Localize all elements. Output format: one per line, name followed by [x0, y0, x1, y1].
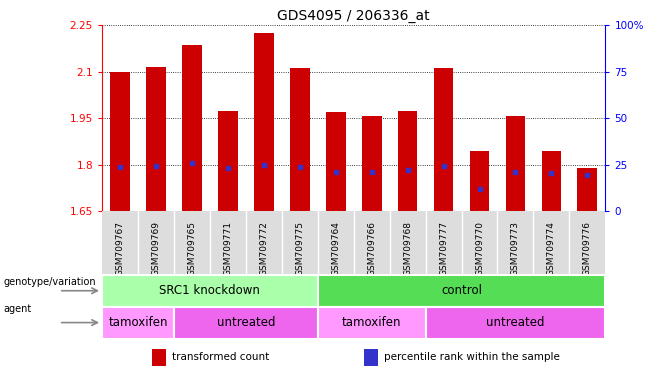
Text: GSM709773: GSM709773: [511, 221, 520, 276]
Bar: [102, 275, 318, 307]
Text: agent: agent: [3, 304, 32, 314]
Text: GSM709777: GSM709777: [439, 221, 448, 276]
Text: percentile rank within the sample: percentile rank within the sample: [384, 352, 560, 362]
Bar: [146, 67, 166, 211]
Text: GSM709766: GSM709766: [367, 221, 376, 276]
Text: genotype/variation: genotype/variation: [3, 277, 96, 287]
Bar: [174, 307, 318, 339]
Bar: [426, 307, 605, 339]
Text: untreated: untreated: [216, 316, 275, 329]
Text: tamoxifen: tamoxifen: [342, 316, 401, 329]
Bar: [397, 111, 417, 211]
Bar: [110, 71, 130, 211]
Bar: [362, 116, 382, 211]
Text: tamoxifen: tamoxifen: [108, 316, 168, 329]
Text: untreated: untreated: [486, 316, 545, 329]
Bar: [326, 113, 345, 211]
Bar: [470, 151, 490, 211]
Bar: [542, 151, 561, 211]
Bar: [434, 68, 453, 211]
Text: GSM709765: GSM709765: [188, 221, 196, 276]
Text: control: control: [441, 284, 482, 297]
Text: GSM709768: GSM709768: [403, 221, 412, 276]
Title: GDS4095 / 206336_at: GDS4095 / 206336_at: [278, 8, 430, 23]
Bar: [102, 307, 174, 339]
Bar: [505, 116, 525, 211]
Bar: [254, 33, 274, 211]
Bar: [218, 111, 238, 211]
Bar: [290, 68, 310, 211]
Bar: [152, 349, 166, 366]
Text: GSM709764: GSM709764: [331, 221, 340, 276]
Text: GSM709775: GSM709775: [295, 221, 304, 276]
Text: GSM709772: GSM709772: [259, 221, 268, 276]
Bar: [364, 349, 378, 366]
Text: GSM709771: GSM709771: [223, 221, 232, 276]
Text: GSM709774: GSM709774: [547, 221, 556, 276]
Text: SRC1 knockdown: SRC1 knockdown: [159, 284, 261, 297]
Text: GSM709769: GSM709769: [151, 221, 161, 276]
Text: GSM709776: GSM709776: [583, 221, 592, 276]
Bar: [318, 307, 426, 339]
Bar: [182, 45, 202, 211]
Text: transformed count: transformed count: [172, 352, 270, 362]
Text: GSM709767: GSM709767: [115, 221, 124, 276]
Text: GSM709770: GSM709770: [475, 221, 484, 276]
Bar: [578, 168, 597, 211]
Bar: [318, 275, 605, 307]
